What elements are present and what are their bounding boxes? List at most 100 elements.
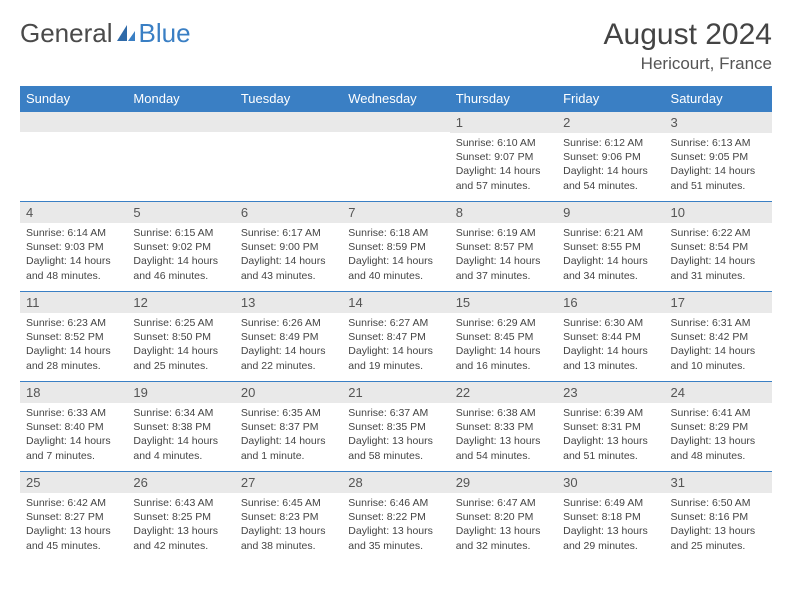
- calendar-cell: 15Sunrise: 6:29 AMSunset: 8:45 PMDayligh…: [450, 292, 557, 382]
- daylight-text: Daylight: 14 hours and 10 minutes.: [671, 344, 766, 372]
- daylight-text: Daylight: 13 hours and 54 minutes.: [456, 434, 551, 462]
- calendar-cell: 25Sunrise: 6:42 AMSunset: 8:27 PMDayligh…: [20, 472, 127, 562]
- sunset-text: Sunset: 9:00 PM: [241, 240, 336, 254]
- day-body: Sunrise: 6:49 AMSunset: 8:18 PMDaylight:…: [557, 493, 664, 558]
- sunrise-text: Sunrise: 6:34 AM: [133, 406, 228, 420]
- sunset-text: Sunset: 8:16 PM: [671, 510, 766, 524]
- title-block: August 2024 Hericourt, France: [604, 18, 772, 74]
- daylight-text: Daylight: 13 hours and 29 minutes.: [563, 524, 658, 552]
- sunset-text: Sunset: 9:06 PM: [563, 150, 658, 164]
- calendar-cell: 2Sunrise: 6:12 AMSunset: 9:06 PMDaylight…: [557, 112, 664, 202]
- day-body: Sunrise: 6:15 AMSunset: 9:02 PMDaylight:…: [127, 223, 234, 288]
- calendar-cell: [127, 112, 234, 202]
- daylight-text: Daylight: 13 hours and 48 minutes.: [671, 434, 766, 462]
- day-number: 17: [665, 292, 772, 313]
- calendar-cell: 3Sunrise: 6:13 AMSunset: 9:05 PMDaylight…: [665, 112, 772, 202]
- sunrise-text: Sunrise: 6:27 AM: [348, 316, 443, 330]
- day-number: 24: [665, 382, 772, 403]
- calendar-cell: 5Sunrise: 6:15 AMSunset: 9:02 PMDaylight…: [127, 202, 234, 292]
- calendar-week: 1Sunrise: 6:10 AMSunset: 9:07 PMDaylight…: [20, 112, 772, 202]
- day-body-empty: [20, 132, 127, 192]
- calendar-cell: 27Sunrise: 6:45 AMSunset: 8:23 PMDayligh…: [235, 472, 342, 562]
- calendar-week: 4Sunrise: 6:14 AMSunset: 9:03 PMDaylight…: [20, 202, 772, 292]
- sunrise-text: Sunrise: 6:42 AM: [26, 496, 121, 510]
- daylight-text: Daylight: 14 hours and 57 minutes.: [456, 164, 551, 192]
- sunrise-text: Sunrise: 6:26 AM: [241, 316, 336, 330]
- day-number: 1: [450, 112, 557, 133]
- daylight-text: Daylight: 13 hours and 58 minutes.: [348, 434, 443, 462]
- sunset-text: Sunset: 8:35 PM: [348, 420, 443, 434]
- sunset-text: Sunset: 8:44 PM: [563, 330, 658, 344]
- daylight-text: Daylight: 14 hours and 4 minutes.: [133, 434, 228, 462]
- calendar-cell: [235, 112, 342, 202]
- sunrise-text: Sunrise: 6:19 AM: [456, 226, 551, 240]
- daylight-text: Daylight: 14 hours and 40 minutes.: [348, 254, 443, 282]
- sunset-text: Sunset: 8:57 PM: [456, 240, 551, 254]
- sunset-text: Sunset: 8:27 PM: [26, 510, 121, 524]
- day-number: 6: [235, 202, 342, 223]
- calendar-cell: 30Sunrise: 6:49 AMSunset: 8:18 PMDayligh…: [557, 472, 664, 562]
- day-body: Sunrise: 6:12 AMSunset: 9:06 PMDaylight:…: [557, 133, 664, 198]
- day-body: Sunrise: 6:31 AMSunset: 8:42 PMDaylight:…: [665, 313, 772, 378]
- day-number: 14: [342, 292, 449, 313]
- header: General Blue August 2024 Hericourt, Fran…: [20, 18, 772, 74]
- calendar-cell: 17Sunrise: 6:31 AMSunset: 8:42 PMDayligh…: [665, 292, 772, 382]
- day-body-empty: [235, 132, 342, 192]
- daylight-text: Daylight: 14 hours and 25 minutes.: [133, 344, 228, 372]
- daylight-text: Daylight: 13 hours and 45 minutes.: [26, 524, 121, 552]
- daylight-text: Daylight: 13 hours and 38 minutes.: [241, 524, 336, 552]
- day-body: Sunrise: 6:13 AMSunset: 9:05 PMDaylight:…: [665, 133, 772, 198]
- sunset-text: Sunset: 8:25 PM: [133, 510, 228, 524]
- day-number: 16: [557, 292, 664, 313]
- weekday-header: Saturday: [665, 86, 772, 112]
- day-number: 18: [20, 382, 127, 403]
- daylight-text: Daylight: 14 hours and 22 minutes.: [241, 344, 336, 372]
- calendar-table: SundayMondayTuesdayWednesdayThursdayFrid…: [20, 86, 772, 562]
- sunset-text: Sunset: 8:22 PM: [348, 510, 443, 524]
- day-number: 20: [235, 382, 342, 403]
- calendar-cell: 31Sunrise: 6:50 AMSunset: 8:16 PMDayligh…: [665, 472, 772, 562]
- day-body: Sunrise: 6:45 AMSunset: 8:23 PMDaylight:…: [235, 493, 342, 558]
- day-body: Sunrise: 6:22 AMSunset: 8:54 PMDaylight:…: [665, 223, 772, 288]
- day-number: 28: [342, 472, 449, 493]
- day-number: 23: [557, 382, 664, 403]
- day-number: 12: [127, 292, 234, 313]
- day-body: Sunrise: 6:42 AMSunset: 8:27 PMDaylight:…: [20, 493, 127, 558]
- calendar-cell: [342, 112, 449, 202]
- daylight-text: Daylight: 13 hours and 32 minutes.: [456, 524, 551, 552]
- sunset-text: Sunset: 8:23 PM: [241, 510, 336, 524]
- daylight-text: Daylight: 14 hours and 19 minutes.: [348, 344, 443, 372]
- sunset-text: Sunset: 8:20 PM: [456, 510, 551, 524]
- daylight-text: Daylight: 14 hours and 31 minutes.: [671, 254, 766, 282]
- daylight-text: Daylight: 14 hours and 54 minutes.: [563, 164, 658, 192]
- sunrise-text: Sunrise: 6:30 AM: [563, 316, 658, 330]
- sunset-text: Sunset: 8:29 PM: [671, 420, 766, 434]
- sunrise-text: Sunrise: 6:14 AM: [26, 226, 121, 240]
- sunset-text: Sunset: 8:37 PM: [241, 420, 336, 434]
- day-body: Sunrise: 6:47 AMSunset: 8:20 PMDaylight:…: [450, 493, 557, 558]
- day-body: Sunrise: 6:43 AMSunset: 8:25 PMDaylight:…: [127, 493, 234, 558]
- sunrise-text: Sunrise: 6:47 AM: [456, 496, 551, 510]
- sunset-text: Sunset: 8:33 PM: [456, 420, 551, 434]
- sunrise-text: Sunrise: 6:15 AM: [133, 226, 228, 240]
- day-body: Sunrise: 6:50 AMSunset: 8:16 PMDaylight:…: [665, 493, 772, 558]
- daylight-text: Daylight: 13 hours and 35 minutes.: [348, 524, 443, 552]
- sunrise-text: Sunrise: 6:49 AM: [563, 496, 658, 510]
- sunset-text: Sunset: 8:52 PM: [26, 330, 121, 344]
- location: Hericourt, France: [604, 54, 772, 74]
- daylight-text: Daylight: 14 hours and 34 minutes.: [563, 254, 658, 282]
- weekday-header: Wednesday: [342, 86, 449, 112]
- sunrise-text: Sunrise: 6:25 AM: [133, 316, 228, 330]
- calendar-cell: 14Sunrise: 6:27 AMSunset: 8:47 PMDayligh…: [342, 292, 449, 382]
- day-body: Sunrise: 6:23 AMSunset: 8:52 PMDaylight:…: [20, 313, 127, 378]
- day-number: 2: [557, 112, 664, 133]
- sunrise-text: Sunrise: 6:43 AM: [133, 496, 228, 510]
- sunset-text: Sunset: 8:49 PM: [241, 330, 336, 344]
- sunrise-text: Sunrise: 6:41 AM: [671, 406, 766, 420]
- day-body: Sunrise: 6:26 AMSunset: 8:49 PMDaylight:…: [235, 313, 342, 378]
- day-body-empty: [342, 132, 449, 192]
- daylight-text: Daylight: 14 hours and 16 minutes.: [456, 344, 551, 372]
- sunset-text: Sunset: 8:40 PM: [26, 420, 121, 434]
- daylight-text: Daylight: 13 hours and 51 minutes.: [563, 434, 658, 462]
- sunrise-text: Sunrise: 6:29 AM: [456, 316, 551, 330]
